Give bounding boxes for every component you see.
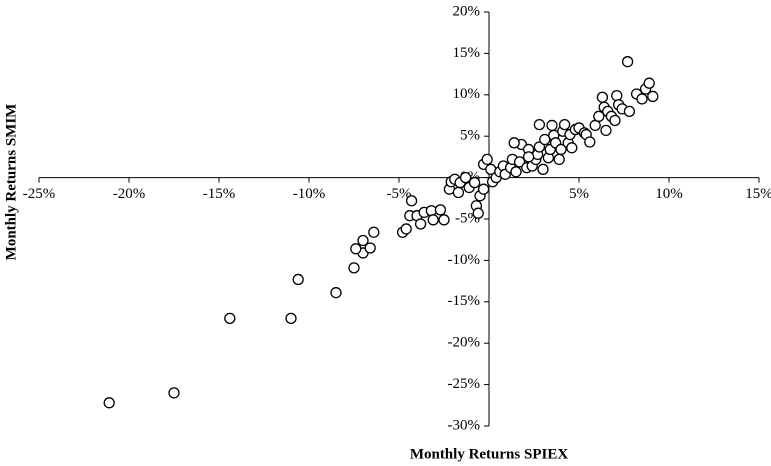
point [611, 89, 623, 102]
point [553, 153, 565, 166]
y-tick-label: -20% [448, 335, 481, 351]
point [537, 163, 549, 175]
point [600, 124, 612, 137]
point [555, 143, 567, 156]
point [513, 156, 526, 168]
point [477, 183, 490, 195]
point [508, 137, 520, 149]
point [546, 119, 558, 132]
point [647, 90, 659, 103]
point [459, 171, 472, 184]
x-tick-label: -20% [113, 186, 146, 202]
point [348, 262, 360, 274]
point [427, 214, 439, 226]
point [357, 234, 369, 247]
y-tick-label: -30% [448, 417, 481, 433]
point [224, 312, 236, 325]
x-tick-label: -10% [293, 186, 326, 202]
point [414, 218, 427, 230]
point [438, 214, 450, 226]
point [558, 118, 571, 131]
point [330, 287, 342, 299]
point [472, 207, 484, 219]
point [593, 110, 605, 122]
point [623, 105, 636, 118]
point [350, 243, 362, 255]
point [368, 226, 380, 238]
point [400, 223, 412, 235]
y-tick-label: 5% [460, 128, 480, 144]
point [596, 91, 609, 103]
point [452, 186, 465, 199]
y-tick-label: 20% [453, 3, 481, 19]
y-axis-label: Monthly Returns SMIM [3, 104, 19, 261]
x-tick-label: 5% [569, 186, 589, 202]
x-tick-label: -15% [203, 186, 236, 202]
y-tick-label: -15% [448, 293, 481, 309]
point [566, 142, 578, 154]
point [510, 166, 522, 178]
point [533, 118, 546, 131]
point [621, 56, 634, 68]
x-tick-label: 10% [655, 186, 683, 202]
point [364, 242, 376, 254]
point [522, 151, 535, 163]
x-axis-label: Monthly Returns SPIEX [410, 446, 569, 462]
y-tick-label: 10% [453, 86, 481, 102]
x-tick-label: 15% [745, 186, 771, 202]
point [103, 397, 115, 409]
point [285, 312, 297, 325]
point [292, 273, 304, 286]
point [405, 195, 418, 207]
point [468, 176, 481, 189]
point [533, 141, 546, 153]
point [584, 136, 596, 148]
point [636, 93, 648, 105]
point [434, 204, 447, 216]
y-tick-label: -10% [448, 252, 481, 268]
point [609, 114, 621, 127]
y-tick-label: -25% [448, 376, 481, 392]
x-tick-label: -25% [23, 186, 56, 202]
x-tick-label: -5% [387, 186, 412, 202]
point [643, 77, 655, 89]
y-tick-label: 15% [453, 45, 481, 61]
point [168, 387, 180, 399]
point [481, 153, 493, 166]
point [539, 133, 551, 146]
